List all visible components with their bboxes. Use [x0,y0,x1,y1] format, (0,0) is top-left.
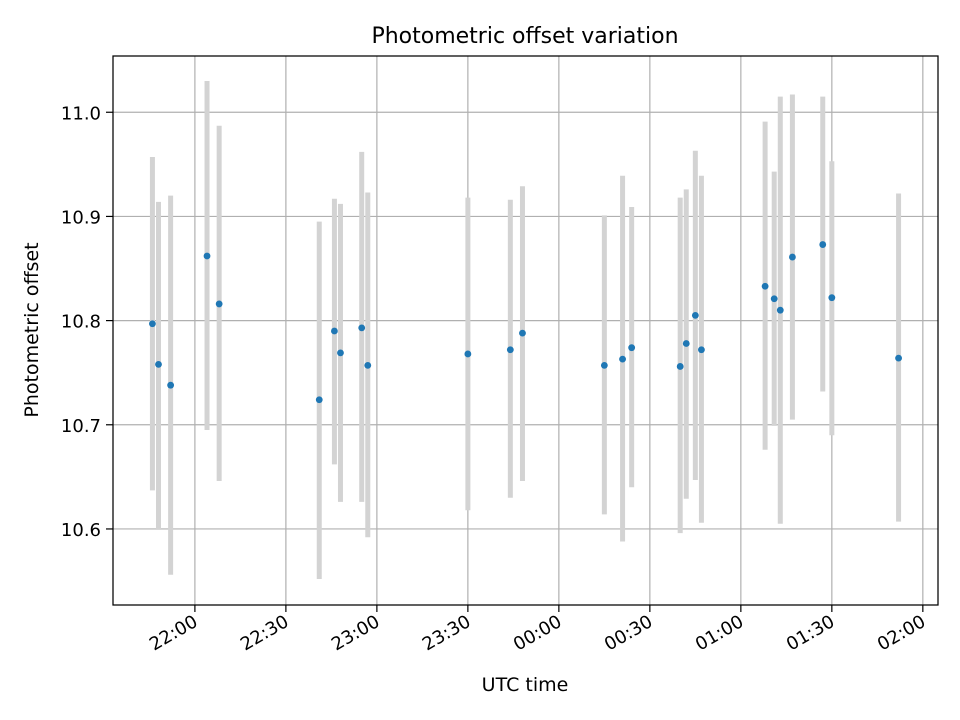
data-point [691,311,699,319]
y-tick-label: 10.9 [61,207,101,228]
y-tick-label: 10.6 [61,520,101,541]
data-point [789,253,796,261]
data-point [682,340,690,347]
data-point [364,361,372,369]
data-point [895,354,902,362]
y-axis-label: Photometric offset [21,242,43,417]
data-point [358,324,366,332]
data-point [761,282,769,290]
data-point [337,349,344,357]
y-tick-label: 11.0 [61,103,101,124]
data-point [819,241,827,248]
data-point [600,361,608,369]
data-points [149,241,902,404]
x-axis-label: UTC time [482,674,569,696]
data-point [215,300,223,308]
y-axis-ticks: 10.6 10.7 10.8 10.9 11.0 [61,103,113,541]
data-point [698,346,705,354]
data-point [331,327,338,335]
data-point [628,344,636,352]
y-tick-label: 10.8 [61,312,101,333]
data-point [167,381,175,389]
y-tick-label: 10.7 [61,416,101,437]
chart-title: Photometric offset variation [371,24,678,49]
grid [113,56,938,605]
data-point [506,346,514,354]
data-point [464,350,472,358]
data-point [315,396,323,404]
data-point [676,363,684,370]
data-point [149,320,156,328]
data-point [203,252,211,260]
data-point [619,355,626,363]
data-point [776,306,784,314]
data-point [155,360,162,368]
data-point [828,294,836,302]
data-point [519,329,526,337]
plot-frame [112,55,939,606]
data-point [770,295,778,303]
